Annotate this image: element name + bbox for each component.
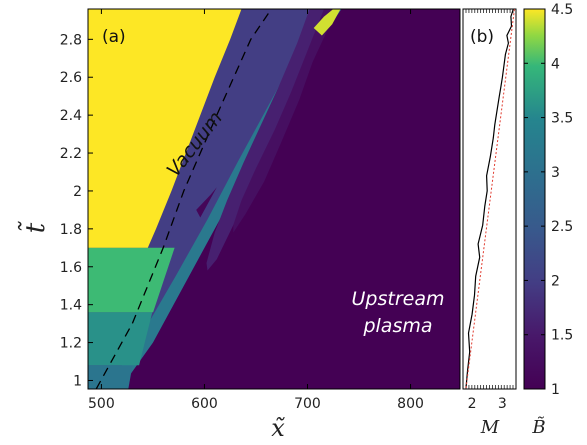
- x-tick-label: 500: [88, 396, 115, 412]
- y-axis-label: t̃: [17, 221, 51, 234]
- cb-tick-label: 3: [551, 165, 560, 181]
- piston-layer: [88, 247, 175, 313]
- panel-a: 500 600 700 800 11.21.41.61.822.22.42.62.8 …: [17, 8, 461, 442]
- b-tick-label: 2: [468, 396, 477, 412]
- filament: [233, 9, 337, 233]
- wisp: [313, 9, 341, 36]
- colorbar-gradient: [523, 8, 546, 390]
- dark-streak: [196, 187, 217, 218]
- cb-tick-label: 2: [551, 273, 560, 289]
- piston-layer: [88, 365, 133, 389]
- y-tick-label: 2: [73, 184, 82, 200]
- vacuum-region: [88, 9, 242, 248]
- panel-a-label: (a): [102, 27, 126, 47]
- cb-tick-label: 4.5: [551, 2, 573, 18]
- y-tick-label: 1.8: [60, 222, 82, 238]
- panel-b-xlabel: M: [480, 417, 500, 438]
- colorbar: 1 1.5 2 2.5 3 3.5 4 4.5 B̃: [523, 2, 573, 438]
- cb-tick-label: 1: [551, 382, 560, 398]
- cb-tick-label: 4: [551, 56, 560, 72]
- panel-b-frame: [462, 8, 517, 390]
- cb-tick-label: 2.5: [551, 219, 573, 235]
- panel-a-frame: [87, 8, 461, 390]
- x-tick-label: 600: [191, 396, 218, 412]
- y-tick-label: 2.6: [60, 70, 82, 86]
- cb-tick-label: 1.5: [551, 328, 573, 344]
- panel-b-label: (b): [470, 27, 494, 47]
- outer-band: [106, 9, 342, 389]
- y-tick-label: 2.2: [60, 146, 82, 162]
- y-tick-label: 2.8: [60, 32, 82, 48]
- y-tick-label: 1.6: [60, 260, 82, 276]
- mach-lines: [465, 8, 515, 389]
- colorbar-label: B̃: [531, 416, 545, 438]
- upstream-annotation-line2: plasma: [362, 315, 432, 337]
- heatmap-area: [88, 9, 460, 389]
- y-tick-label: 1.2: [60, 336, 82, 352]
- x-axis-ticks: 500 600 700 800: [88, 9, 424, 412]
- mach-number-line: [465, 8, 514, 389]
- panel-b-label-bg: [467, 24, 497, 46]
- x-axis-label: x̃: [271, 414, 285, 442]
- x-tick-label: 800: [397, 396, 424, 412]
- cb-tick-label: 3.5: [551, 111, 573, 127]
- y-axis-ticks: 1 1.2 1.4 1.6 1.8 2 2.2 2.4 2.6 2.8: [60, 32, 93, 389]
- y-tick-label: 2.4: [60, 108, 82, 124]
- y-tick-label: 1: [73, 373, 82, 389]
- piston-layer: [88, 312, 153, 366]
- upstream-annotation-line1: Upstream: [352, 288, 445, 310]
- dashed-line: [95, 9, 272, 389]
- b-tick-label: 3: [498, 396, 507, 412]
- y-tick-label: 1.4: [60, 298, 82, 314]
- colorbar-ticks: 1 1.5 2 2.5 3 3.5 4 4.5: [524, 2, 573, 398]
- x-tick-label: 700: [294, 396, 321, 412]
